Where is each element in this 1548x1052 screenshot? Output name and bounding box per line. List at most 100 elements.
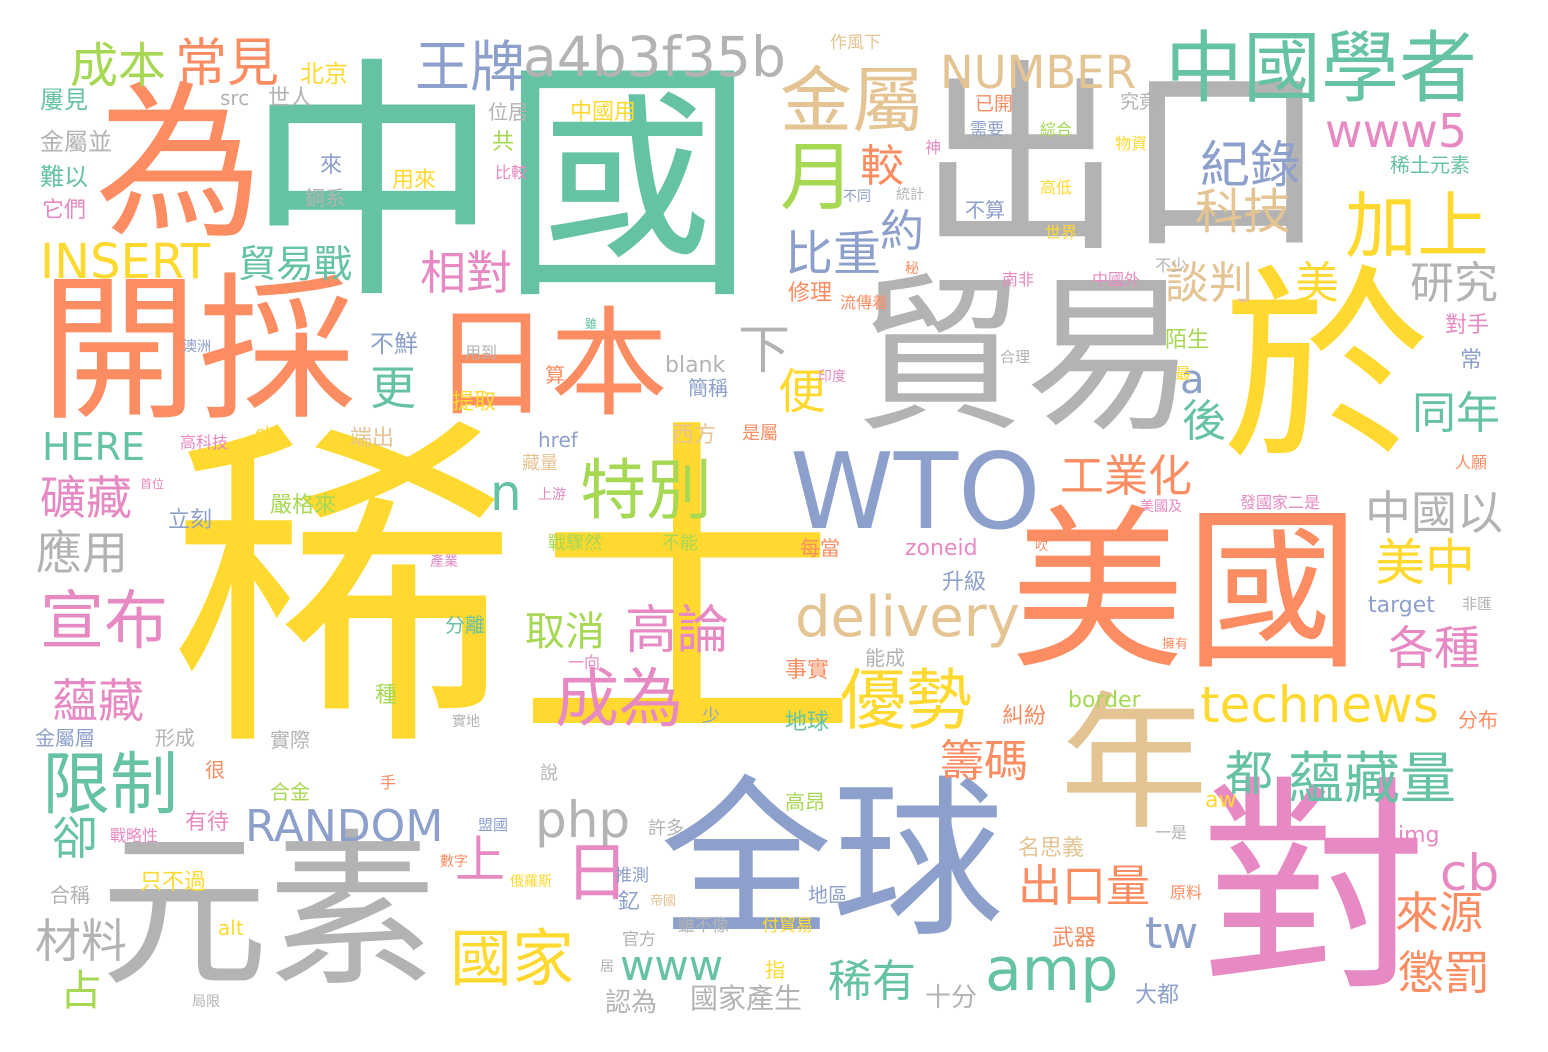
- word: 只不過: [140, 870, 207, 895]
- word: 稀土元素: [1390, 153, 1470, 177]
- word: 上游: [538, 487, 566, 503]
- word: 修理: [788, 281, 833, 306]
- word: 高論: [625, 601, 730, 661]
- word: 是屬: [742, 423, 778, 444]
- word: 日本: [432, 295, 669, 433]
- word: 需要: [970, 120, 1004, 140]
- word: 升級: [942, 570, 987, 595]
- word: 加上: [1345, 184, 1490, 268]
- word: n: [490, 464, 522, 522]
- word: 材料: [35, 914, 127, 968]
- word: border: [1068, 688, 1141, 713]
- word: amp: [985, 935, 1119, 1005]
- word: 端出: [350, 426, 395, 451]
- word: 不算: [965, 198, 1005, 222]
- word: 局限: [192, 994, 220, 1010]
- word: 非匯: [1462, 595, 1493, 613]
- word: 認為: [605, 988, 658, 1018]
- word: 少: [702, 706, 720, 727]
- word: 同年: [1412, 388, 1500, 439]
- word: 合稱: [50, 883, 90, 907]
- word: 擁有: [1162, 637, 1189, 652]
- word: 後: [1182, 396, 1226, 447]
- word: 綜合: [1040, 120, 1073, 139]
- word: 說: [540, 763, 558, 784]
- word: RANDOM: [245, 801, 444, 852]
- word: a4b3f35b: [523, 25, 786, 89]
- word: 研究: [1410, 258, 1498, 309]
- word: 宣布: [40, 585, 168, 659]
- word: 開採: [40, 259, 356, 443]
- word: href: [538, 428, 578, 452]
- word: 全球: [660, 760, 1004, 961]
- word: 來源: [1395, 888, 1483, 939]
- word: 難以: [40, 163, 88, 191]
- word: 事實: [785, 658, 830, 683]
- word: 武器: [1052, 926, 1097, 951]
- word: 各種: [1388, 621, 1480, 675]
- word: 較: [860, 141, 904, 192]
- word: 一是: [1155, 823, 1188, 842]
- word: 懲罰: [1398, 946, 1490, 1000]
- word: 吹: [1035, 539, 1049, 554]
- word: a: [1180, 357, 1205, 403]
- word: 出口量: [1018, 861, 1150, 912]
- word: 數字: [440, 854, 468, 870]
- word: 戰略性: [110, 826, 159, 845]
- word: 合理: [1000, 348, 1031, 366]
- word: 工業化: [1060, 451, 1192, 502]
- word: 雖不像: [678, 916, 729, 936]
- word: 高科技: [180, 433, 229, 452]
- word: 貿易戰: [238, 242, 353, 286]
- word: 占: [60, 966, 103, 1015]
- word: 特別: [580, 452, 712, 529]
- word: 稀土: [170, 392, 860, 793]
- word: 中國用: [570, 100, 637, 125]
- word: 算: [545, 363, 565, 387]
- word: 國家產生: [690, 982, 803, 1015]
- word: 西方: [672, 423, 717, 448]
- word: 取消: [525, 609, 605, 655]
- word: 元素: [100, 814, 436, 1010]
- word: 用來: [392, 168, 437, 193]
- word: 合金: [270, 780, 310, 804]
- word: 帝國: [650, 894, 677, 909]
- word: 南非: [1002, 270, 1035, 289]
- word: 位居: [488, 100, 528, 124]
- word: 於: [1222, 248, 1430, 490]
- word: 種: [375, 683, 398, 708]
- word: 雖: [585, 317, 598, 331]
- word: 作風下: [830, 33, 881, 53]
- word: 藏量: [522, 453, 558, 474]
- word: 最: [1175, 364, 1192, 383]
- word: www5: [1325, 104, 1468, 158]
- word: 成為: [555, 663, 683, 737]
- word: 談判: [1165, 258, 1253, 309]
- word: 稀有: [828, 956, 916, 1007]
- word: 物資: [1115, 134, 1148, 153]
- word: 能成: [865, 646, 905, 670]
- word: target: [1368, 593, 1435, 618]
- word: 印度: [818, 369, 846, 385]
- word: blank: [665, 353, 726, 378]
- word: 比較: [495, 163, 528, 182]
- word: 籌碼: [940, 736, 1028, 787]
- word: 發國家二是: [1240, 493, 1321, 512]
- word: 蘊藏量: [1288, 747, 1456, 812]
- word: HERE: [42, 425, 145, 469]
- word: 更: [370, 361, 416, 415]
- word: 中國: [245, 37, 756, 334]
- word: aw: [1205, 788, 1237, 813]
- word: 金屬並: [40, 128, 112, 156]
- word: 秘: [905, 261, 919, 277]
- word: 釔: [618, 890, 641, 915]
- word: 美中: [1375, 534, 1475, 592]
- word: 戰驟然: [548, 533, 602, 554]
- word: 高昂: [785, 790, 825, 814]
- word: 立刻: [168, 508, 213, 533]
- word: 高低: [1040, 178, 1073, 197]
- word: 用到: [465, 343, 498, 362]
- word: 科技: [1195, 184, 1292, 240]
- word: 不能: [662, 533, 698, 554]
- word: 鋼系: [305, 186, 345, 210]
